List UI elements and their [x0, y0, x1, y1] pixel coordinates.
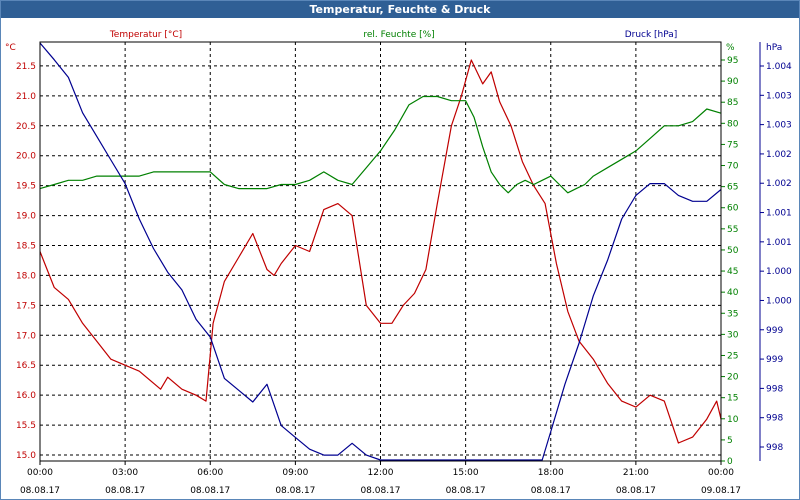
temperature-axis-title: Temperatur [°C] — [109, 30, 182, 40]
humidity-tick-label: 95 — [727, 56, 738, 66]
temperature-unit-label: °C — [5, 43, 16, 53]
humidity-tick-label: 30 — [727, 330, 739, 340]
humidity-tick-label: 35 — [727, 309, 738, 319]
pressure-tick-label: 998 — [766, 443, 783, 453]
window-title: Temperatur, Feuchte & Druck — [1, 1, 799, 18]
pressure-tick-label: 998 — [766, 414, 783, 424]
temperature-tick-label: 19.5 — [16, 182, 36, 192]
x-tick-label-date: 08.08.17 — [190, 486, 230, 496]
humidity-tick-label: 85 — [727, 98, 738, 108]
humidity-tick-label: 15 — [727, 394, 738, 404]
pressure-tick-label: 1.002 — [766, 179, 792, 189]
x-tick-label-time: 00:00 — [27, 468, 53, 478]
humidity-tick-label: 90 — [727, 77, 739, 87]
pressure-tick-label: 1.002 — [766, 150, 792, 160]
humidity-tick-label: 0 — [727, 457, 733, 467]
temperature-tick-label: 18.0 — [16, 271, 36, 281]
pressure-axis-title: Druck [hPa] — [625, 30, 678, 40]
humidity-tick-label: 65 — [727, 183, 738, 193]
pressure-tick-label: 999 — [766, 326, 783, 336]
temperature-tick-label: 19.0 — [16, 212, 36, 222]
x-tick-label-time: 15:00 — [453, 468, 479, 478]
x-tick-label-date: 09.08.17 — [701, 486, 741, 496]
x-tick-label-date: 08.08.17 — [616, 486, 656, 496]
humidity-tick-label: 55 — [727, 225, 738, 235]
x-tick-label-time: 21:00 — [623, 468, 649, 478]
humidity-series-line — [39, 95, 722, 194]
x-tick-label-time: 03:00 — [112, 468, 138, 478]
humidity-tick-label: 25 — [727, 351, 738, 361]
weather-line-chart: 00:00 08.08.17 03:00 08.08.17 06:00 08.08.17 0… — [5, 30, 792, 496]
humidity-unit-label: % — [726, 43, 735, 53]
temperature-tick-label: 20.5 — [16, 122, 36, 132]
plot-frame — [39, 41, 764, 465]
humidity-tick-label: 20 — [727, 373, 739, 383]
x-tick-label-date: 08.08.17 — [360, 486, 400, 496]
humidity-tick-label: 75 — [727, 140, 738, 150]
humidity-tick-label: 40 — [727, 288, 739, 298]
x-tick-label-date: 08.08.17 — [20, 486, 60, 496]
humidity-tick-label: 50 — [727, 246, 739, 256]
humidity-tick-label: 5 — [727, 436, 733, 446]
humidity-tick-label: 10 — [727, 415, 739, 425]
temperature-tick-label: 21.0 — [16, 92, 36, 102]
pressure-unit-label: hPa — [766, 43, 782, 53]
humidity-axis-title: rel. Feuchte [%] — [363, 30, 434, 40]
x-tick-label-date: 08.08.17 — [275, 486, 315, 496]
pressure-series-line — [39, 42, 722, 461]
temperature-tick-label: 16.5 — [16, 361, 36, 371]
pressure-tick-label: 999 — [766, 355, 783, 365]
pressure-tick-label: 1.000 — [766, 267, 792, 277]
temperature-series-line — [39, 59, 722, 444]
humidity-tick-label: 80 — [727, 119, 739, 129]
humidity-tick-label: 45 — [727, 267, 738, 277]
x-tick-label-time: 06:00 — [197, 468, 223, 478]
pressure-tick-label: 1.000 — [766, 296, 792, 306]
x-tick-label-time: 00:00 — [708, 468, 734, 478]
temperature-tick-label: 21.5 — [16, 62, 36, 72]
pressure-tick-label: 1.001 — [766, 209, 792, 219]
series-lines — [39, 42, 722, 461]
x-tick-label-time: 12:00 — [368, 468, 394, 478]
temperature-tick-label: 15.5 — [16, 421, 36, 431]
pressure-tick-label: 1.001 — [766, 238, 792, 248]
temperature-tick-label: 20.0 — [16, 152, 36, 162]
temperature-tick-label: 17.0 — [16, 331, 36, 341]
temperature-tick-label: 15.0 — [16, 451, 36, 461]
temperature-tick-label: 16.0 — [16, 391, 36, 401]
pressure-tick-label: 998 — [766, 384, 783, 394]
x-tick-label-time: 18:00 — [538, 468, 564, 478]
x-tick-label-date: 08.08.17 — [105, 486, 145, 496]
plot-border — [39, 41, 722, 462]
grid — [40, 42, 721, 461]
x-tick-label-date: 08.08.17 — [446, 486, 486, 496]
pressure-tick-label: 1.004 — [766, 62, 792, 72]
pressure-tick-label: 1.003 — [766, 121, 792, 131]
temperature-tick-label: 18.5 — [16, 242, 36, 252]
x-tick-label-time: 09:00 — [282, 468, 308, 478]
x-tick-label-date: 08.08.17 — [531, 486, 571, 496]
humidity-tick-label: 60 — [727, 204, 739, 214]
pressure-tick-label: 1.003 — [766, 91, 792, 101]
humidity-tick-label: 70 — [727, 162, 739, 172]
temperature-tick-label: 17.5 — [16, 301, 36, 311]
axis-labels: 00:00 08.08.17 03:00 08.08.17 06:00 08.08.17 0… — [5, 30, 792, 496]
